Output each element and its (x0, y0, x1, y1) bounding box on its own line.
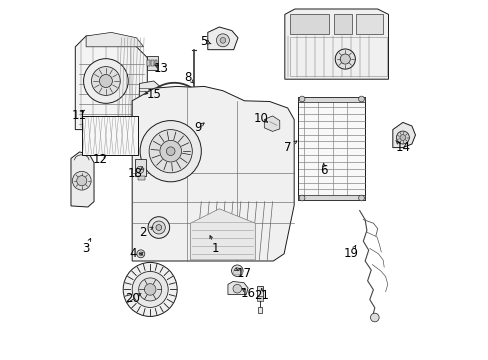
Circle shape (358, 195, 364, 201)
Text: 11: 11 (71, 109, 86, 122)
Circle shape (220, 37, 225, 43)
Text: 5: 5 (200, 35, 207, 48)
Bar (297, 97, 365, 200)
Circle shape (232, 284, 241, 293)
Text: 21: 21 (254, 289, 269, 302)
Bar (146, 60, 150, 66)
Bar (289, 37, 386, 76)
PathPatch shape (75, 36, 147, 130)
PathPatch shape (392, 122, 415, 148)
Bar (297, 97, 365, 102)
Circle shape (136, 166, 143, 174)
Circle shape (72, 171, 91, 190)
Text: 17: 17 (237, 267, 251, 280)
Circle shape (216, 34, 229, 47)
Circle shape (77, 176, 87, 186)
Circle shape (396, 131, 408, 144)
Text: 3: 3 (81, 242, 89, 255)
Bar (81, 116, 137, 155)
Circle shape (99, 75, 112, 87)
Circle shape (148, 217, 169, 238)
Circle shape (234, 268, 240, 274)
Circle shape (83, 59, 128, 103)
Circle shape (156, 225, 162, 230)
Text: 15: 15 (146, 88, 161, 101)
Bar (146, 56, 158, 70)
Circle shape (140, 121, 201, 182)
Circle shape (358, 96, 364, 102)
Text: 20: 20 (124, 292, 140, 305)
Circle shape (166, 147, 175, 156)
Circle shape (160, 140, 181, 162)
Circle shape (132, 271, 168, 307)
Text: 18: 18 (127, 167, 142, 180)
PathPatch shape (132, 86, 294, 261)
Circle shape (231, 265, 243, 276)
Circle shape (370, 313, 378, 322)
Bar (256, 296, 263, 301)
Text: 4: 4 (129, 247, 136, 260)
Text: 12: 12 (92, 153, 107, 166)
Bar (151, 60, 154, 66)
Circle shape (139, 252, 142, 256)
Bar (81, 116, 137, 155)
PathPatch shape (284, 9, 387, 79)
Circle shape (399, 135, 405, 140)
Text: 14: 14 (395, 141, 409, 154)
Circle shape (144, 284, 156, 295)
Text: 9: 9 (194, 121, 201, 134)
PathPatch shape (71, 152, 94, 207)
PathPatch shape (264, 116, 279, 131)
Text: 7: 7 (284, 141, 291, 154)
PathPatch shape (190, 209, 255, 260)
Text: 16: 16 (240, 287, 255, 300)
Circle shape (152, 221, 165, 234)
Circle shape (137, 250, 144, 258)
Bar (289, 14, 328, 34)
Bar (297, 195, 365, 200)
Circle shape (335, 49, 355, 69)
Circle shape (299, 195, 305, 201)
PathPatch shape (139, 81, 160, 97)
PathPatch shape (227, 282, 247, 294)
Circle shape (91, 67, 120, 95)
PathPatch shape (86, 32, 143, 47)
Circle shape (299, 96, 305, 102)
Bar (155, 60, 157, 66)
Text: 13: 13 (153, 62, 168, 75)
Text: 6: 6 (319, 165, 327, 177)
Text: 10: 10 (253, 112, 267, 125)
Circle shape (340, 54, 349, 64)
Text: 8: 8 (183, 71, 191, 84)
Bar (232, 270, 241, 274)
PathPatch shape (207, 27, 238, 50)
Bar (257, 307, 262, 313)
Circle shape (123, 262, 177, 316)
Bar (138, 176, 144, 180)
Bar (134, 159, 145, 176)
Text: 2: 2 (139, 226, 146, 239)
Text: 1: 1 (211, 242, 219, 255)
Bar (333, 14, 351, 34)
Bar (355, 14, 382, 34)
Bar (256, 286, 263, 297)
Circle shape (149, 130, 192, 173)
Text: 19: 19 (343, 247, 358, 260)
Circle shape (139, 278, 162, 301)
